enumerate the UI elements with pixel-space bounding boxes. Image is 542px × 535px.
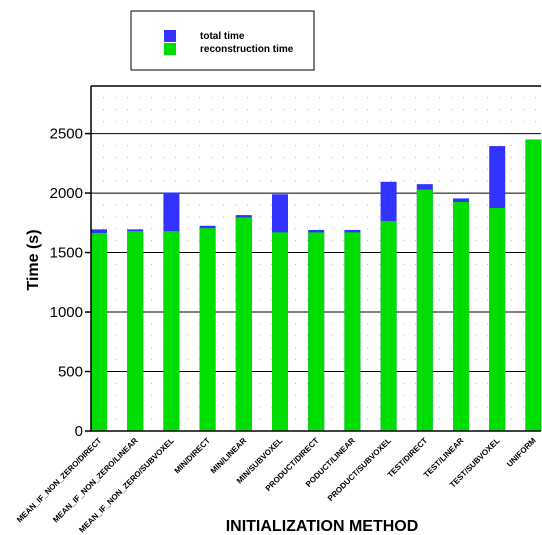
bar-reconstruction-time — [272, 232, 288, 431]
y-tick-label: 0 — [75, 423, 83, 440]
y-tick-label: 2000 — [50, 185, 83, 202]
x-axis-title: INITIALIZATION METHOD — [226, 518, 419, 535]
axis-frame — [90, 86, 541, 432]
bar-reconstruction-time — [91, 232, 107, 431]
legend-swatch-total — [164, 30, 176, 42]
bar-reconstruction-time — [489, 207, 506, 431]
bar-reconstruction-time — [344, 232, 361, 431]
bar-reconstruction-time — [163, 231, 180, 431]
y-tick-label: 2500 — [50, 126, 83, 143]
bar-reconstruction-time — [380, 221, 397, 431]
legend-box — [130, 10, 315, 71]
legend-label-reconstruction: reconstruction time — [200, 44, 294, 55]
y-tick-label: 1000 — [50, 304, 83, 321]
bar-reconstruction-time — [199, 228, 216, 431]
bar-reconstruction-time — [235, 217, 252, 431]
plot-area: 05001000150020002500MEAN_IF_NON_ZERO/DIR… — [15, 85, 542, 535]
legend-swatch-reconstruction — [164, 43, 176, 55]
y-tick-label: 1500 — [50, 245, 83, 262]
x-tick-label: MIN/LINEAR — [209, 436, 249, 476]
bar-reconstruction-time — [525, 139, 542, 431]
bar-reconstruction-time — [453, 201, 469, 431]
y-tick-label: 500 — [58, 364, 83, 381]
legend: total time reconstruction time — [130, 10, 315, 71]
x-tick-label: PRODUCT/SUBVOXEL — [326, 436, 393, 503]
y-axis-title: Time (s) — [25, 229, 42, 290]
legend-label-total: total time — [200, 31, 245, 42]
bar-reconstruction-time — [127, 231, 144, 431]
x-tick-label: UNIFORM — [505, 436, 538, 469]
bar-reconstruction-time — [416, 189, 433, 431]
bar-reconstruction-time — [308, 232, 325, 431]
x-tick-label: MIN/DIRECT — [173, 436, 212, 475]
